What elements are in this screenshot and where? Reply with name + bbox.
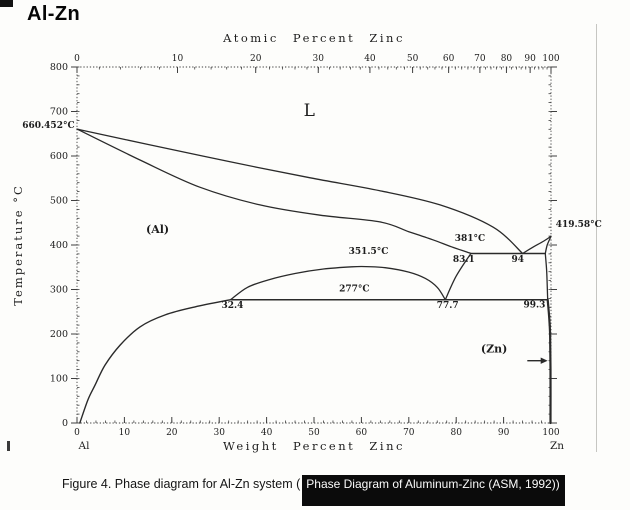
annotation-660.452-c: 660.452°C bbox=[22, 121, 74, 131]
phase-diagram-plot: 0 10 20 30 40 50 60 70 80 90 100 0 10 20 30 40 50 60 70 80 9… bbox=[11, 31, 602, 453]
scan-artifact-corner bbox=[0, 0, 13, 7]
annotation-381-c: 381°C bbox=[455, 234, 485, 244]
bottom-axis-tick-label: 70 bbox=[403, 428, 415, 438]
liquidus-zn-side-curve bbox=[521, 235, 552, 255]
top-axis-tick-label: 0 bbox=[74, 54, 80, 64]
annotation-l: L bbox=[304, 101, 315, 121]
bottom-axis-tick-label: 80 bbox=[450, 428, 462, 438]
annotation-83.1: 83.1 bbox=[453, 255, 475, 265]
top-axis-tick-label: 10 bbox=[172, 54, 184, 64]
top-axis-tick-label: 90 bbox=[524, 54, 536, 64]
left-axis-tick-label: 0 bbox=[62, 418, 68, 429]
top-axis-tick-label: 40 bbox=[364, 54, 376, 64]
liquidus-al-side-curve bbox=[76, 128, 524, 255]
zn-arrow-head bbox=[540, 357, 548, 364]
bottom-axis-tick-label: 50 bbox=[308, 428, 320, 438]
solidus-al-side-curve bbox=[76, 128, 472, 255]
al-solvus-low-temp-curve bbox=[79, 299, 232, 424]
annotation-419.58-c: 419.58°C bbox=[556, 220, 602, 230]
annotation-277-c: 277°C bbox=[339, 285, 369, 295]
annotation-94: 94 bbox=[512, 255, 525, 265]
bottom-axis-tick-label: 0 bbox=[74, 428, 80, 438]
miscibility-gap-dome-curve bbox=[229, 265, 446, 301]
bottom-axis-tick-label: 10 bbox=[119, 428, 131, 438]
figure-caption: Figure 4. Phase diagram for Al-Zn system… bbox=[62, 475, 565, 506]
bottom-axis-tick-label: 100 bbox=[542, 428, 559, 438]
top-axis-tick-label: 20 bbox=[250, 54, 262, 64]
left-axis-tick-label: 200 bbox=[50, 329, 68, 340]
annotation-351.5-c: 351.5°C bbox=[349, 247, 389, 257]
top-axis-tick-label: 70 bbox=[474, 54, 486, 64]
zn-solvus-381-to-277-curve bbox=[544, 252, 549, 301]
annotation--zn-: (Zn) bbox=[481, 343, 507, 356]
bottom-axis-tick-label: 90 bbox=[498, 428, 510, 438]
bottom-axis-tick-label: 30 bbox=[213, 428, 225, 438]
scan-edge-line bbox=[596, 24, 597, 452]
diagram-system-title: Al-Zn bbox=[27, 3, 81, 25]
top-axis-tick-label: 60 bbox=[443, 54, 455, 64]
bottom-axis-tick-label: 40 bbox=[261, 428, 273, 438]
annotation--al-: (Al) bbox=[146, 223, 169, 236]
solidus-zn-side-curve bbox=[544, 235, 552, 255]
top-axis-tick-label: 50 bbox=[407, 54, 419, 64]
left-axis-tick-label: 700 bbox=[50, 107, 68, 118]
top-axis-title: Atomic Percent Zinc bbox=[222, 31, 405, 45]
bottom-axis-tick-label: 20 bbox=[166, 428, 178, 438]
scan-artifact-left-edge bbox=[7, 441, 10, 451]
annotation-77.7: 77.7 bbox=[437, 301, 459, 311]
al-end-label: Al bbox=[78, 440, 91, 452]
left-axis-tick-label: 800 bbox=[50, 62, 68, 73]
top-axis-tick-label: 80 bbox=[501, 54, 513, 64]
top-axis-tick-label: 100 bbox=[542, 54, 559, 64]
caption-text: Figure 4. Phase diagram for Al-Zn system… bbox=[62, 477, 301, 491]
zn-solvus-below-277-curve bbox=[546, 298, 552, 425]
al-solvus-381-to-277-curve bbox=[444, 252, 472, 301]
left-axis-tick-label: 600 bbox=[50, 151, 68, 162]
left-axis-tick-label: 500 bbox=[50, 196, 68, 207]
annotation-99.3: 99.3 bbox=[523, 300, 545, 310]
bottom-axis-tick-label: 60 bbox=[356, 428, 368, 438]
top-axis-tick-label: 30 bbox=[313, 54, 325, 64]
left-axis-tick-label: 300 bbox=[50, 285, 68, 296]
left-axis-tick-label: 400 bbox=[50, 240, 68, 251]
left-axis-title: Temperature °C bbox=[11, 184, 25, 306]
bottom-axis-title: Weight Percent Zinc bbox=[223, 439, 405, 453]
left-axis-tick-label: 100 bbox=[50, 374, 68, 385]
caption-highlighted-citation: Phase Diagram of Aluminum-Zinc (ASM, 199… bbox=[302, 475, 565, 506]
annotation-32.4: 32.4 bbox=[222, 301, 244, 311]
zn-end-label: Zn bbox=[550, 440, 564, 452]
